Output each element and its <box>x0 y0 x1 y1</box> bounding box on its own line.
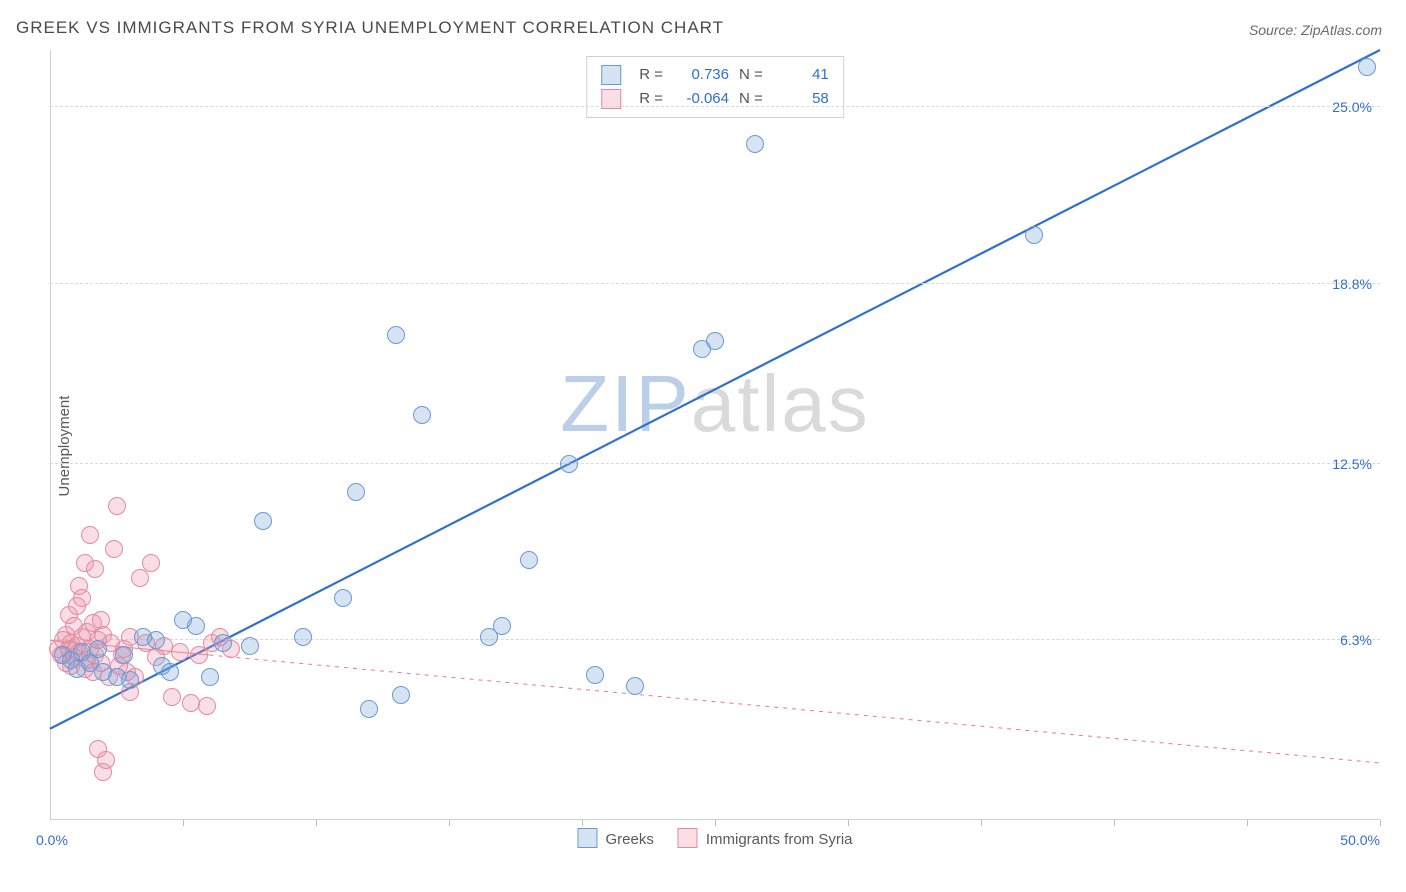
x-tick <box>1114 820 1115 826</box>
y-tick-label: 6.3% <box>1340 632 1372 648</box>
x-tick-label-max: 50.0% <box>1340 832 1380 848</box>
x-tick <box>582 820 583 826</box>
data-point-greeks <box>334 589 352 607</box>
x-tick <box>848 820 849 826</box>
correlation-stats-box: R = 0.736 N = 41 R = -0.064 N = 58 <box>586 56 844 118</box>
y-tick-label: 12.5% <box>1332 456 1372 472</box>
data-point-greeks <box>586 666 604 684</box>
swatch-syria <box>678 828 698 848</box>
swatch-greeks <box>577 828 597 848</box>
data-point-greeks <box>360 700 378 718</box>
data-point-syria <box>142 554 160 572</box>
watermark: ZIPatlas <box>560 358 869 450</box>
legend-item-syria: Immigrants from Syria <box>678 828 853 848</box>
data-point-greeks <box>520 551 538 569</box>
data-point-syria <box>97 751 115 769</box>
legend: Greeks Immigrants from Syria <box>577 828 852 848</box>
trend-lines-layer <box>50 50 1380 820</box>
data-point-greeks <box>1025 226 1043 244</box>
stats-row-greeks: R = 0.736 N = 41 <box>601 63 829 87</box>
source-attribution: Source: ZipAtlas.com <box>1249 22 1382 38</box>
n-value-greeks: 41 <box>773 63 829 87</box>
y-tick-label: 18.8% <box>1332 276 1372 292</box>
data-point-greeks <box>1358 58 1376 76</box>
data-point-greeks <box>560 455 578 473</box>
scatter-plot-area: ZIPatlas R = 0.736 N = 41 R = -0.064 N =… <box>50 50 1380 820</box>
data-point-syria <box>108 497 126 515</box>
trend-line <box>50 50 1380 729</box>
data-point-greeks <box>746 135 764 153</box>
data-point-greeks <box>254 512 272 530</box>
data-point-syria <box>105 540 123 558</box>
stats-row-syria: R = -0.064 N = 58 <box>601 87 829 111</box>
data-point-greeks <box>121 671 139 689</box>
data-point-syria <box>198 697 216 715</box>
gridline-h <box>50 463 1380 464</box>
x-tick-label-min: 0.0% <box>36 832 68 848</box>
data-point-syria <box>73 589 91 607</box>
data-point-greeks <box>241 637 259 655</box>
r-value-syria: -0.064 <box>673 87 729 111</box>
y-axis-line <box>50 50 51 820</box>
x-tick <box>1247 820 1248 826</box>
swatch-greeks <box>601 65 621 85</box>
data-point-greeks <box>387 326 405 344</box>
data-point-greeks <box>115 646 133 664</box>
data-point-syria <box>171 643 189 661</box>
data-point-greeks <box>347 483 365 501</box>
r-value-greeks: 0.736 <box>673 63 729 87</box>
x-tick <box>981 820 982 826</box>
data-point-greeks <box>89 640 107 658</box>
gridline-h <box>50 106 1380 107</box>
trend-line <box>210 655 1380 763</box>
y-tick-label: 25.0% <box>1332 99 1372 115</box>
data-point-greeks <box>147 631 165 649</box>
n-value-syria: 58 <box>773 87 829 111</box>
data-point-greeks <box>161 663 179 681</box>
data-point-greeks <box>413 406 431 424</box>
data-point-greeks <box>493 617 511 635</box>
x-tick <box>316 820 317 826</box>
x-tick <box>715 820 716 826</box>
data-point-greeks <box>187 617 205 635</box>
data-point-greeks <box>392 686 410 704</box>
data-point-greeks <box>214 634 232 652</box>
x-tick <box>183 820 184 826</box>
x-tick <box>1380 820 1381 826</box>
data-point-greeks <box>294 628 312 646</box>
data-point-syria <box>163 688 181 706</box>
x-tick <box>449 820 450 826</box>
data-point-greeks <box>201 668 219 686</box>
chart-title: GREEK VS IMMIGRANTS FROM SYRIA UNEMPLOYM… <box>16 18 724 38</box>
legend-item-greeks: Greeks <box>577 828 653 848</box>
data-point-greeks <box>626 677 644 695</box>
data-point-greeks <box>706 332 724 350</box>
data-point-syria <box>86 560 104 578</box>
data-point-syria <box>81 526 99 544</box>
gridline-h <box>50 283 1380 284</box>
